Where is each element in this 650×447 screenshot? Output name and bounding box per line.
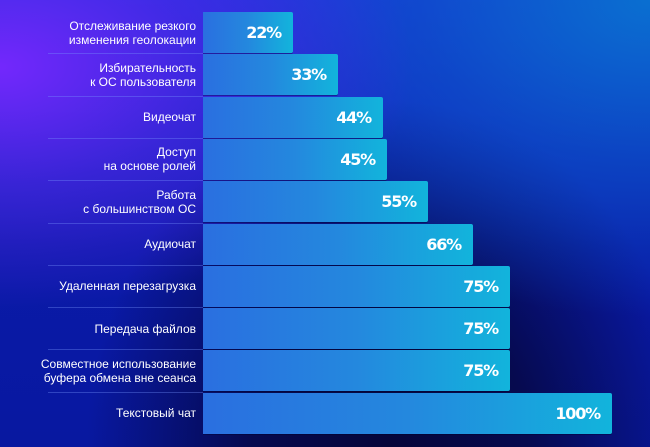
bar-row: Передача файлов 75% — [0, 307, 650, 350]
bar: 66% — [203, 223, 473, 265]
bar-row: Доступ на основе ролей 45% — [0, 137, 650, 180]
bar: 75% — [203, 265, 510, 307]
bar-row: Отслеживание резкого изменения геолокаци… — [0, 12, 650, 53]
bar: 75% — [203, 308, 510, 350]
bar-row: Избирательность к ОС пользователя 33% — [0, 53, 650, 96]
bar: 44% — [203, 96, 383, 138]
bar: 45% — [203, 138, 387, 180]
category-label: Избирательность к ОС пользователя — [90, 60, 196, 89]
value-label: 33% — [291, 65, 327, 85]
row-divider — [48, 180, 203, 182]
category-label: Доступ на основе ролей — [103, 145, 196, 174]
row-divider — [48, 53, 203, 55]
bar-row: Удаленная перезагрузка 75% — [0, 264, 650, 307]
value-label: 45% — [340, 149, 376, 169]
category-label: Передача файлов — [94, 321, 197, 336]
bar-row: Работа с большинством ОС 55% — [0, 180, 650, 223]
row-divider — [48, 264, 203, 266]
category-label: Текстовый чат — [116, 406, 196, 421]
category-label: Работа с большинством ОС — [83, 187, 196, 216]
value-label: 75% — [463, 361, 499, 381]
bar: 33% — [203, 54, 338, 96]
value-label: 75% — [463, 319, 499, 339]
value-label: 66% — [426, 234, 462, 254]
category-label: Видеочат — [143, 110, 196, 125]
bar: 75% — [203, 350, 510, 392]
category-label: Совместное использование буфера обмена в… — [40, 356, 196, 385]
category-label: Отслеживание резкого изменения геолокаци… — [68, 18, 196, 47]
row-divider — [48, 95, 203, 97]
bar-row: Видеочат 44% — [0, 95, 650, 138]
category-label: Аудиочат — [144, 237, 196, 251]
bar-row: Аудиочат 66% — [0, 222, 650, 265]
row-divider — [48, 307, 203, 309]
bar: 100% — [203, 392, 612, 434]
value-label: 75% — [463, 276, 499, 296]
bar-row: Совместное использование буфера обмена в… — [0, 349, 650, 392]
value-label: 44% — [336, 107, 372, 127]
value-label: 55% — [381, 192, 417, 212]
row-divider — [48, 391, 203, 393]
row-divider — [48, 222, 203, 224]
value-label: 22% — [246, 23, 282, 42]
bar-row: Текстовый чат 100% — [0, 391, 650, 434]
row-divider — [48, 349, 203, 351]
value-label: 100% — [555, 403, 601, 423]
category-label: Удаленная перезагрузка — [59, 279, 196, 294]
row-divider — [48, 137, 203, 139]
bar: 22% — [203, 12, 293, 53]
bar: 55% — [203, 181, 428, 223]
